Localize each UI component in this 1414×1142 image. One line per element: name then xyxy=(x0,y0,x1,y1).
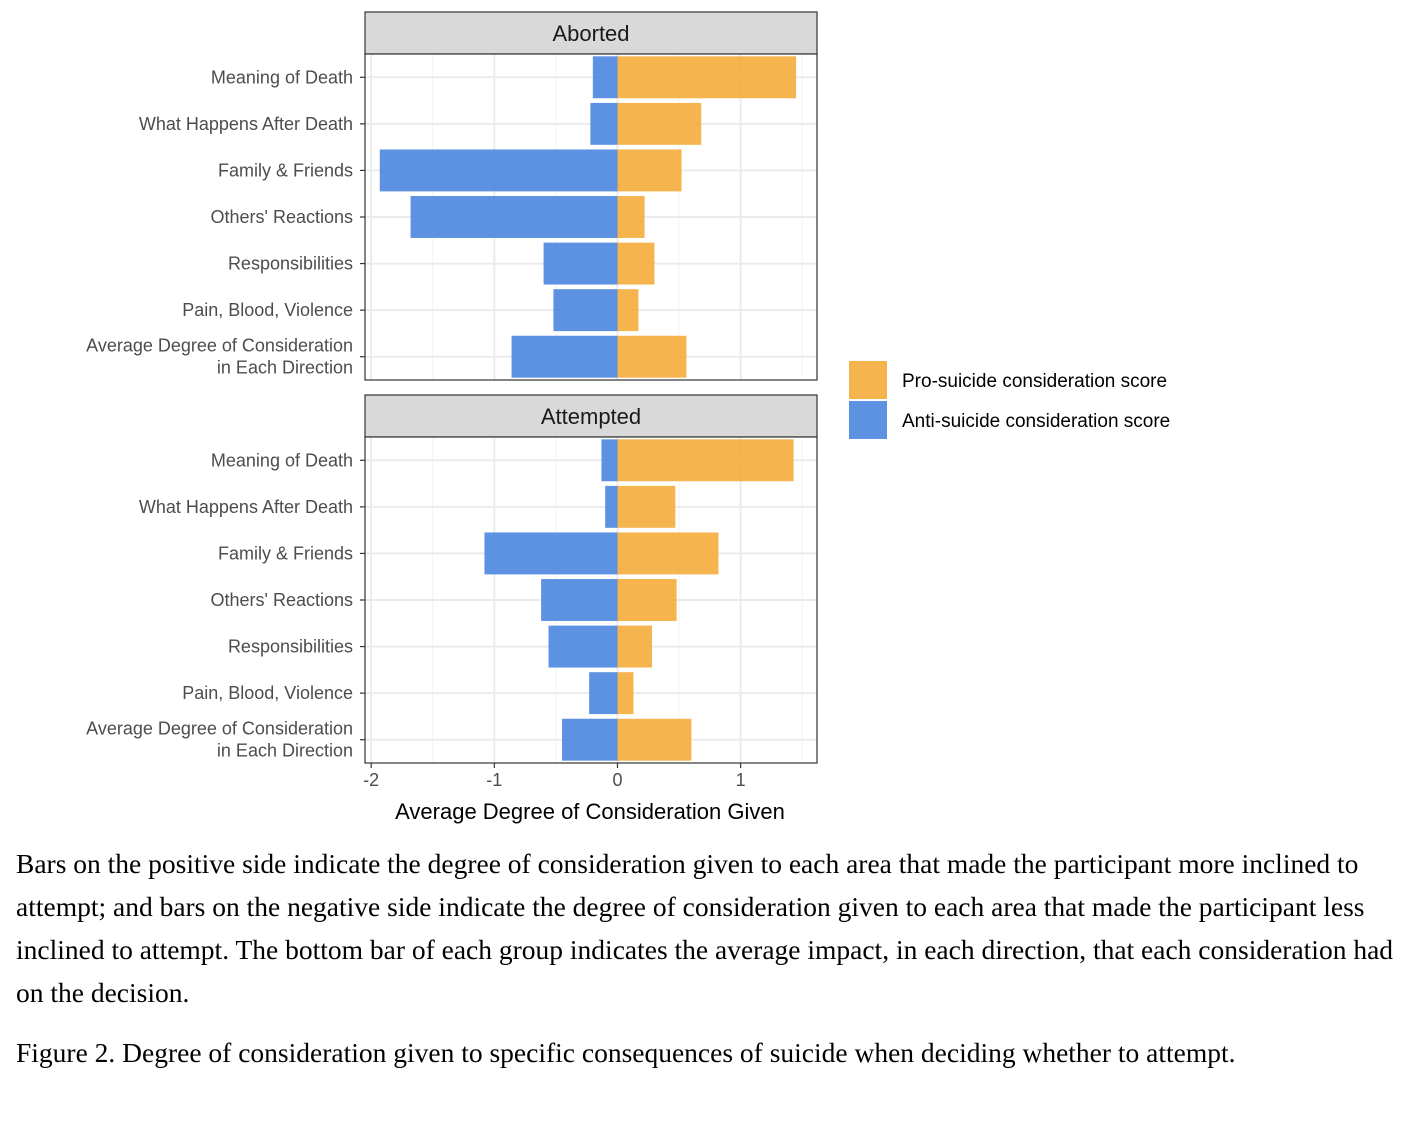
y-tick-label: Meaning of Death xyxy=(211,67,353,87)
x-axis: -2 -1 0 1 xyxy=(363,763,746,790)
y-tick-label: Family & Friends xyxy=(218,543,353,563)
bar-pro xyxy=(617,625,652,668)
panel-border xyxy=(364,53,818,381)
x-tick-label: 0 xyxy=(612,770,622,790)
bar-anti xyxy=(379,149,618,192)
legend-label: Pro-suicide consideration score xyxy=(902,371,1167,392)
y-tick-label: Others' Reactions xyxy=(211,207,354,227)
y-tick-label: Responsibilities xyxy=(228,254,353,274)
bar-pro xyxy=(617,289,639,332)
figure-caption: Figure 2. Degree of consideration given … xyxy=(16,1037,1236,1068)
y-tick-label: Pain, Blood, Violence xyxy=(182,683,353,703)
bar-anti xyxy=(548,625,618,668)
panel-strip xyxy=(364,11,818,55)
panel-attempted: Attempted Meaning of Death What Happens Af… xyxy=(86,394,818,764)
bar-pro xyxy=(617,335,687,378)
panel-aborted: Aborted Meaning of Death What Happens Afte… xyxy=(86,11,818,381)
y-tick-label: Pain, Blood, Violence xyxy=(182,300,353,320)
x-axis-title: Average Degree of Consideration Given xyxy=(395,799,785,824)
y-tick-label: Average Degree of Consideration in Each D… xyxy=(86,336,353,378)
bar-pro xyxy=(617,56,797,99)
x-tick-label: -1 xyxy=(486,770,502,790)
bar-pro xyxy=(617,672,634,715)
panel-title: Attempted xyxy=(541,404,641,429)
chart-caption: Bars on the positive side indicate the d… xyxy=(16,848,1394,1008)
panel-title: Aborted xyxy=(552,21,629,46)
bar-anti xyxy=(601,439,618,482)
legend-label: Anti-suicide consideration score xyxy=(902,411,1170,432)
legend-key xyxy=(849,401,887,439)
y-tick-label: Meaning of Death xyxy=(211,450,353,470)
y-tick-label: Others' Reactions xyxy=(211,590,354,610)
bar-anti xyxy=(590,102,618,145)
bar-anti xyxy=(410,196,618,238)
bar-anti xyxy=(511,335,618,378)
bar-pro xyxy=(617,579,677,621)
x-tick-label: 1 xyxy=(736,770,746,790)
y-tick-label: What Happens After Death xyxy=(139,497,353,517)
legend-key xyxy=(849,361,887,399)
y-tick-label: Family & Friends xyxy=(218,160,353,180)
chart: Aborted Meaning of Death What Happens Afte… xyxy=(86,11,1170,824)
bar-anti xyxy=(605,485,618,528)
y-tick-label: What Happens After Death xyxy=(139,114,353,134)
bar-anti xyxy=(562,718,618,761)
bar-pro xyxy=(617,102,702,145)
bar-anti xyxy=(541,579,618,621)
y-tick-label: Responsibilities xyxy=(228,637,353,657)
bar-pro xyxy=(617,532,719,575)
bar-pro xyxy=(617,242,655,285)
bar-pro xyxy=(617,485,676,528)
bar-anti xyxy=(543,242,618,285)
chart-panels: Aborted Meaning of Death What Happens Afte… xyxy=(86,11,818,764)
legend: Pro-suicide consideration score Anti-suic… xyxy=(849,361,1170,439)
bar-anti xyxy=(592,56,618,99)
bar-pro xyxy=(617,718,692,761)
panel-border xyxy=(364,436,818,764)
y-tick-label: Average Degree of Consideration in Each D… xyxy=(86,719,353,761)
bar-anti xyxy=(589,672,618,715)
bar-pro xyxy=(617,149,682,192)
bar-pro xyxy=(617,439,794,482)
bar-anti xyxy=(553,289,618,332)
bar-anti xyxy=(484,532,618,575)
x-tick-label: -2 xyxy=(363,770,379,790)
panel-strip xyxy=(364,394,818,438)
bar-pro xyxy=(617,196,645,238)
